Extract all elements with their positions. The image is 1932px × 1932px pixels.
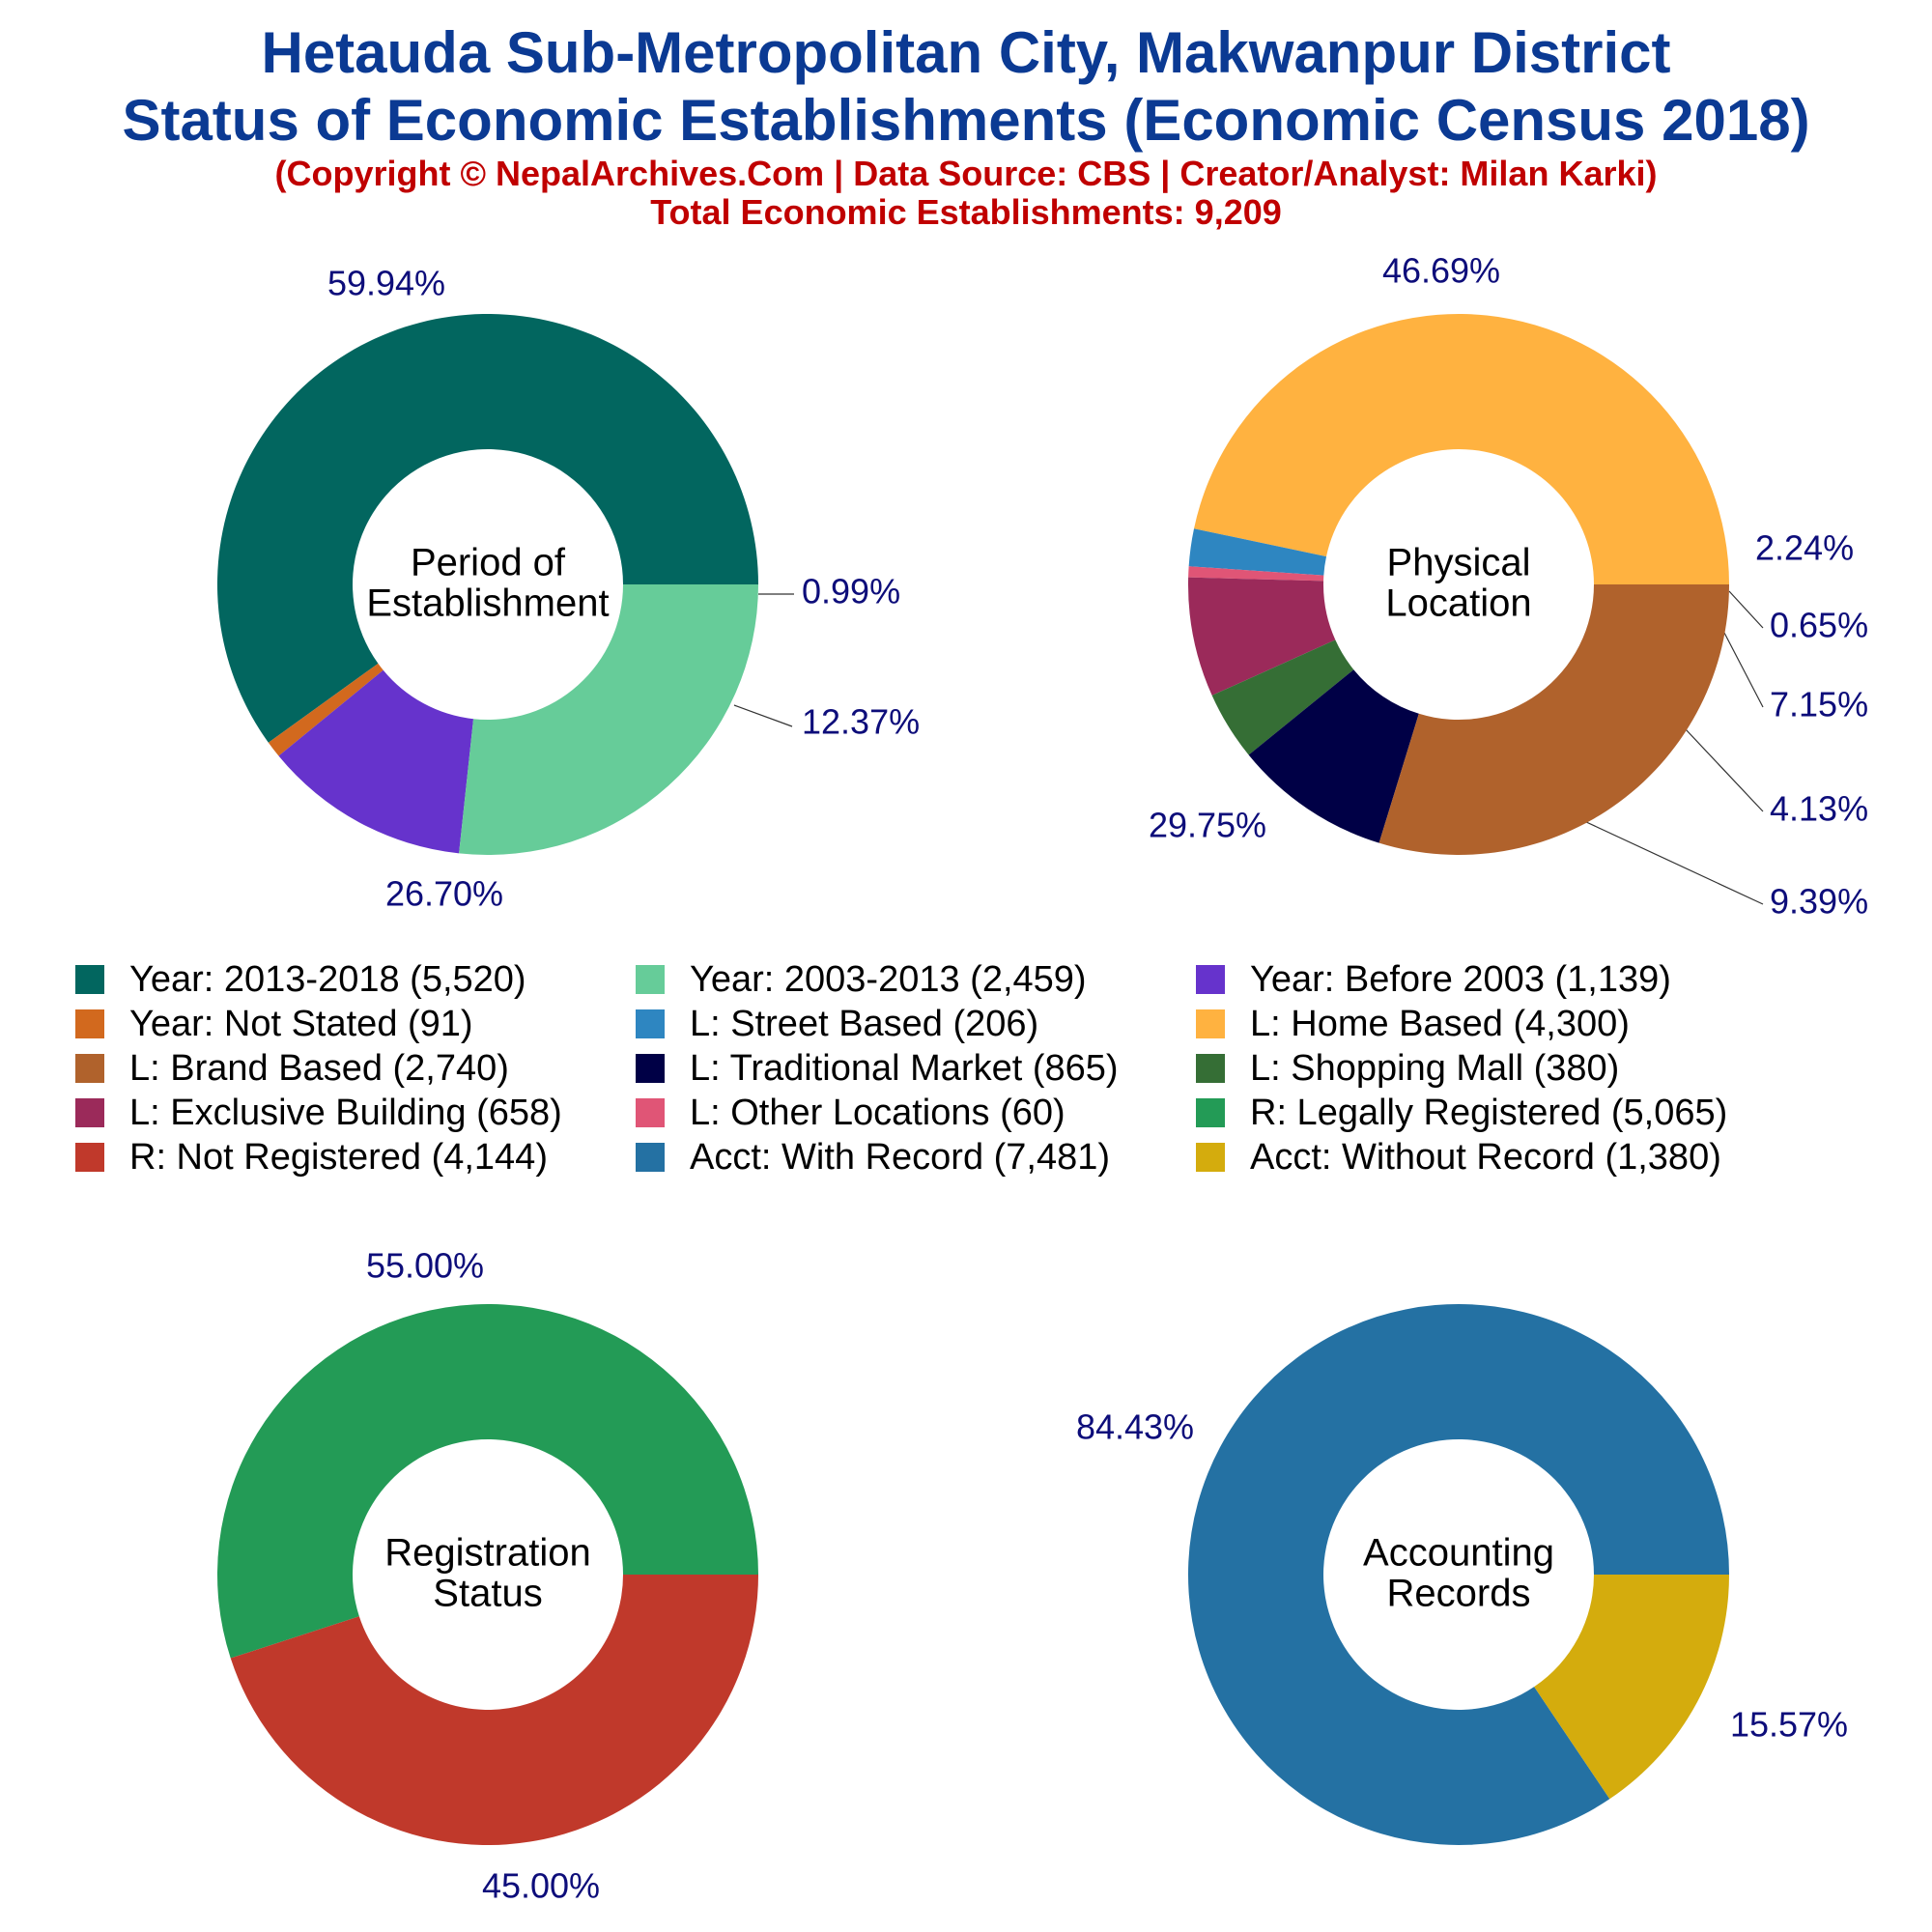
percent-label: 46.69% [1382, 251, 1500, 291]
legend-item: Acct: With Record (7,481) [636, 1136, 1111, 1178]
percent-label: 0.99% [802, 572, 900, 611]
chart-title-line-2: Status of Economic Establishments (Econo… [122, 88, 1810, 153]
leader-line [1723, 632, 1764, 708]
legend-label: Year: Not Stated (91) [129, 1003, 473, 1044]
center-label: Accounting [1363, 1532, 1554, 1575]
slice-r-legally-registered-5-065 [216, 1303, 759, 1659]
legend-label: R: Not Registered (4,144) [129, 1136, 548, 1178]
percent-label: 12.37% [802, 702, 920, 742]
legend-swatch [75, 965, 104, 994]
legend-label: Year: Before 2003 (1,139) [1250, 958, 1671, 1000]
slice-l-brand-based-2-740 [1378, 584, 1729, 855]
legend-label: L: Other Locations (60) [690, 1092, 1065, 1133]
center-label: Period of [411, 542, 566, 584]
percent-label: 84.43% [1076, 1407, 1194, 1447]
slice-l-traditional-market-865 [1248, 669, 1419, 843]
percent-label: 0.65% [1770, 606, 1868, 645]
legend-swatch [75, 1098, 104, 1127]
copyright-note: (Copyright © NepalArchives.Com | Data So… [274, 154, 1658, 193]
legend-item: L: Street Based (206) [636, 1003, 1039, 1044]
slice-year-2013-2018-5-520 [217, 314, 758, 743]
center-label: Location [1385, 582, 1531, 625]
center-label: Records [1387, 1573, 1531, 1615]
percent-label: 4.13% [1770, 789, 1868, 829]
legend-label: Acct: Without Record (1,380) [1250, 1136, 1721, 1178]
slice-l-other-locations-60 [1188, 566, 1324, 582]
legend-label: R: Legally Registered (5,065) [1250, 1092, 1728, 1133]
legend-swatch [636, 1143, 665, 1172]
legend-item: L: Home Based (4,300) [1196, 1003, 1630, 1044]
leader-line [733, 704, 793, 727]
slice-year-not-stated-91 [268, 663, 384, 756]
legend-swatch [636, 1054, 665, 1083]
center-label: Establishment [366, 582, 609, 625]
donut-period: 59.94% 0.99% 12.37% 26.70% Period ofEstablis… [217, 264, 920, 914]
legend-swatch [1196, 965, 1225, 994]
legend-swatch [636, 1098, 665, 1127]
donut-location: 46.69% 2.24% 0.65% 7.15% 4.13% 9.39% 29.75% Phy… [1149, 251, 1868, 922]
legend-label: L: Exclusive Building (658) [129, 1092, 562, 1133]
legend-swatch [75, 1143, 104, 1172]
legend-item: Year: 2003-2013 (2,459) [636, 958, 1087, 1000]
center-label: Physical [1387, 542, 1531, 584]
slice-year-2003-2013-2-459 [459, 584, 758, 855]
slice-l-shopping-mall-380 [1211, 639, 1354, 755]
percent-label: 59.94% [327, 264, 445, 303]
chart-title-line-1: Hetauda Sub-Metropolitan City, Makwanpur… [261, 20, 1671, 85]
slice-acct-without-record-1-380 [1534, 1575, 1729, 1800]
percent-label: 7.15% [1770, 685, 1868, 724]
legend-swatch [75, 1009, 104, 1038]
legend-label: Acct: With Record (7,481) [690, 1136, 1111, 1178]
chart-header: Hetauda Sub-Metropolitan City, Makwanpur… [0, 19, 1932, 232]
leader-line [1685, 728, 1764, 812]
slice-year-before-2003-1-139 [278, 669, 474, 854]
percent-label: 45.00% [482, 1866, 600, 1906]
legend-item: R: Legally Registered (5,065) [1196, 1092, 1728, 1133]
legend-item: L: Other Locations (60) [636, 1092, 1065, 1133]
legend-swatch [1196, 1098, 1225, 1127]
legend-label: L: Home Based (4,300) [1250, 1003, 1630, 1044]
legend-item: L: Brand Based (2,740) [75, 1047, 509, 1089]
percent-label: 9.39% [1770, 882, 1868, 922]
legend-label: L: Street Based (206) [690, 1003, 1039, 1044]
percent-label: 29.75% [1149, 806, 1266, 845]
legend-label: Year: 2003-2013 (2,459) [690, 958, 1087, 1000]
legend-item: L: Traditional Market (865) [636, 1047, 1119, 1089]
percent-label: 15.57% [1730, 1705, 1848, 1745]
slice-l-street-based-206 [1188, 528, 1327, 576]
legend-swatch [636, 965, 665, 994]
slice-l-home-based-4-300 [1194, 313, 1729, 584]
center-label: Status [433, 1573, 542, 1615]
legend-label: L: Brand Based (2,740) [129, 1047, 509, 1089]
legend-item: Year: Before 2003 (1,139) [1196, 958, 1671, 1000]
leader-line [1728, 590, 1764, 629]
center-label: Registration [384, 1532, 590, 1575]
slice-r-not-registered-4-144 [230, 1575, 758, 1845]
legend-item: Year: 2013-2018 (5,520) [75, 958, 526, 1000]
legend-item: L: Exclusive Building (658) [75, 1092, 562, 1133]
percent-label: 26.70% [385, 874, 503, 914]
slice-acct-with-record-7-481 [1187, 1304, 1729, 1845]
percent-label: 55.00% [366, 1246, 484, 1286]
legend-swatch [1196, 1009, 1225, 1038]
legend-swatch [636, 1009, 665, 1038]
legend-swatch [75, 1054, 104, 1083]
total-establishments: Total Economic Establishments: 9,209 [650, 192, 1282, 232]
slice-l-exclusive-building-658 [1187, 577, 1336, 696]
legend-item: Year: Not Stated (91) [75, 1003, 473, 1044]
legend-label: L: Shopping Mall (380) [1250, 1047, 1620, 1089]
percent-label: 2.24% [1755, 528, 1854, 568]
legend-item: Acct: Without Record (1,380) [1196, 1136, 1721, 1178]
leader-line [1583, 820, 1764, 905]
legend-label: Year: 2013-2018 (5,520) [129, 958, 526, 1000]
legend-item: L: Shopping Mall (380) [1196, 1047, 1620, 1089]
legend-swatch [1196, 1054, 1225, 1083]
legend-label: L: Traditional Market (865) [690, 1047, 1119, 1089]
legend-item: R: Not Registered (4,144) [75, 1136, 548, 1178]
legend-swatch [1196, 1143, 1225, 1172]
